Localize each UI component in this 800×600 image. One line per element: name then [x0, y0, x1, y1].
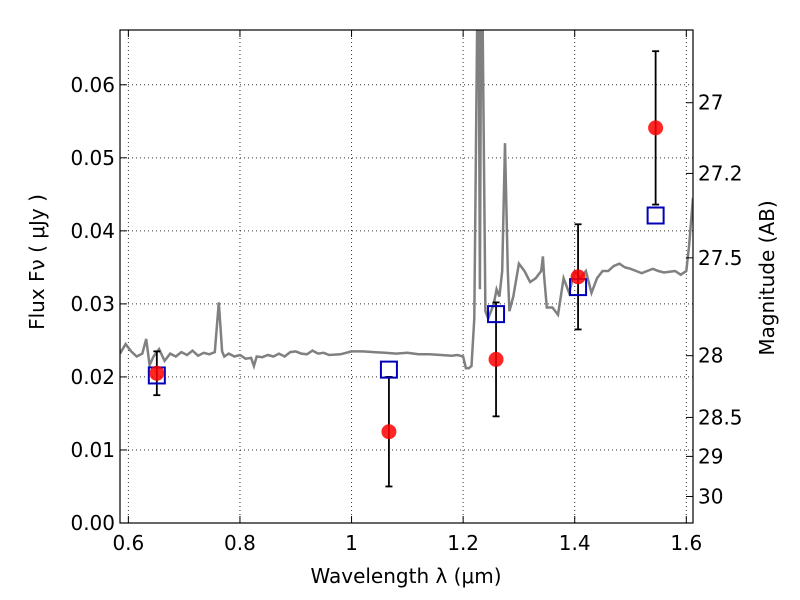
- model-square: [646, 206, 665, 225]
- right-axis-label: Magnitude (AB): [755, 200, 779, 355]
- y-tick-label: 0.06: [70, 73, 115, 97]
- plot-frame: [119, 29, 694, 524]
- right-tick-label: 27.2: [698, 161, 743, 185]
- observed-point: [488, 351, 504, 367]
- grid-lines: [120, 30, 693, 524]
- y-tick-label: 0.03: [70, 292, 115, 316]
- spectrum-layer: [120, 30, 693, 371]
- y-tick-label: 0.00: [70, 511, 115, 535]
- x-tick-label: 1: [345, 531, 358, 555]
- right-tick-label: 29: [698, 444, 723, 468]
- x-tick-label: 0.8: [224, 531, 256, 555]
- x-tick-label: 0.6: [112, 531, 144, 555]
- right-tick-label: 28.5: [698, 405, 743, 429]
- spectrum-line: [120, 30, 693, 371]
- y-tick-label: 0.05: [70, 146, 115, 170]
- x-tick-label: 1.2: [447, 531, 479, 555]
- axis-ticks: 0.6 0.8 1 1.2 1.4 1.6 0.00 0.01 0.02 0.03 0.04 0.05…: [70, 30, 743, 555]
- y-tick-label: 0.02: [70, 365, 115, 389]
- model-square: [487, 305, 506, 324]
- x-tick-label: 1.6: [670, 531, 702, 555]
- right-tick-label: 27: [698, 91, 723, 115]
- observed-point: [149, 365, 165, 381]
- y-tick-label: 0.01: [70, 438, 115, 462]
- observed-point: [570, 269, 586, 285]
- data-points: [147, 120, 665, 440]
- observed-point: [381, 424, 397, 440]
- right-tick-label: 30: [698, 484, 723, 508]
- error-bars: [153, 50, 660, 488]
- x-tick-label: 1.4: [559, 531, 591, 555]
- y-axis-label: Flux Fν ( μJy ): [25, 194, 49, 330]
- x-axis-label: Wavelength λ (μm): [310, 564, 501, 588]
- model-square: [379, 360, 398, 379]
- right-tick-label: 28: [698, 344, 723, 368]
- observed-point: [648, 120, 664, 136]
- y-tick-label: 0.04: [70, 219, 115, 243]
- right-tick-label: 27.5: [698, 246, 743, 270]
